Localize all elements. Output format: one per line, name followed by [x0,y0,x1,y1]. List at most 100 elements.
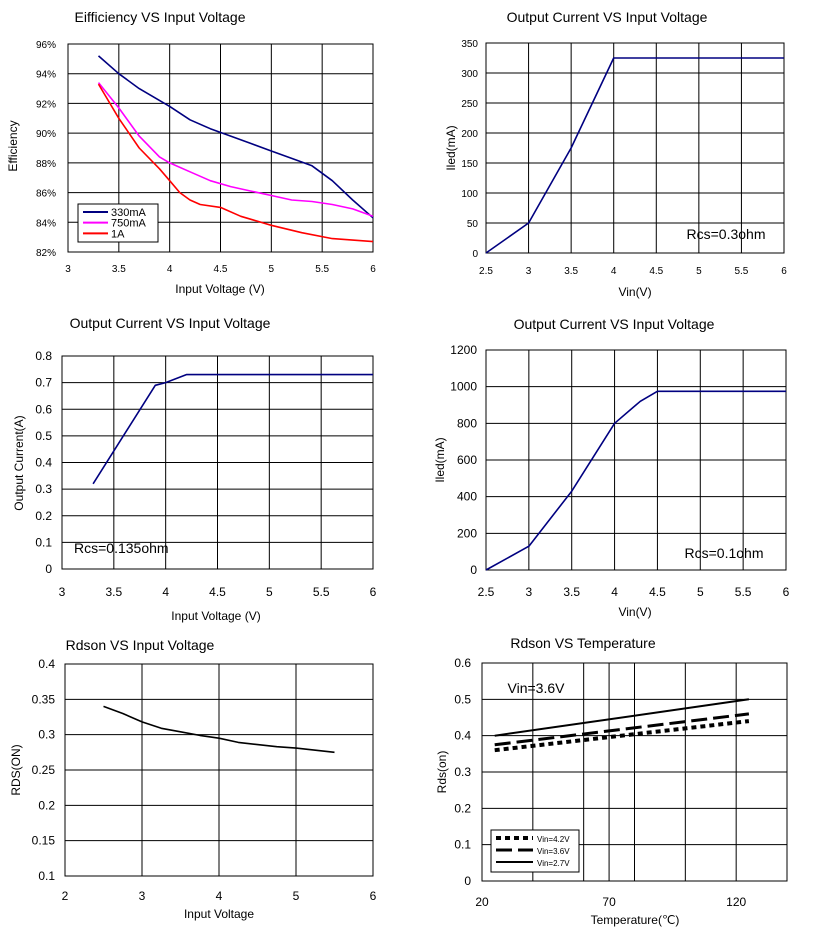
x-tick-label: 5 [696,266,702,277]
x-tick-label: 5.5 [315,264,329,275]
chart-5: Rdson VS Input Voltage 2 3 4 5 6 0.1 0.15 0.2 0.2… [9,637,377,921]
x-tick-label: 3 [526,585,533,599]
x-tick-label: 70 [602,895,616,909]
x-tick-label: 5.5 [735,585,752,599]
y-tick-label: 0 [470,563,477,577]
y-tick-label: 0.25 [32,763,56,777]
y-tick-label: 0.4 [38,657,55,671]
x-tick-label: 3.5 [105,585,122,599]
y-tick-label: 0.1 [454,838,471,852]
y-tick-label: 400 [457,490,477,504]
x-tick-label: 4.5 [649,266,663,277]
plot-area [485,42,785,254]
y-tick-label: 0.4 [35,456,52,470]
y-tick-label: 0 [45,562,52,576]
x-axis-label: Vin(V) [618,285,651,299]
x-tick-label: 5 [266,585,273,599]
chart-title: Output Current VS Input Voltage [70,315,271,331]
x-tick-label: 6 [781,266,787,277]
series-line [494,712,750,747]
legend-label: Vin=2.7V [537,859,570,868]
y-tick-label: 84% [36,218,56,229]
x-tick-label: 120 [726,895,746,909]
x-tick-label: 3 [59,585,66,599]
y-tick-label: 0.5 [454,692,471,706]
x-axis-label: Vin(V) [618,605,651,619]
y-tick-label: 0.1 [35,535,52,549]
y-tick-label: 94% [36,70,56,81]
chart-annotation: Rcs=0.3ohm [687,226,766,242]
y-tick-label: 1000 [450,380,477,394]
y-tick-label: 0.3 [454,765,471,779]
legend-label: 1A [111,228,125,240]
y-tick-label: 0.5 [35,429,52,443]
chart-title: Output Current VS Input Voltage [507,9,708,25]
x-tick-label: 4 [216,889,223,903]
y-tick-label: 150 [461,159,478,170]
y-tick-label: 0.3 [35,482,52,496]
legend-label: Vin=3.6V [537,847,570,856]
y-tick-label: 0.6 [454,656,471,670]
x-tick-label: 4.5 [214,264,228,275]
legend-label: 330mA [111,207,147,219]
y-tick-label: 0 [472,249,478,260]
x-tick-label: 3 [526,266,532,277]
y-tick-label: 250 [461,99,478,110]
y-axis-label: Efficiency [6,120,20,171]
y-axis-label: Rds(on) [435,751,449,794]
y-tick-label: 0.4 [454,729,471,743]
chart-annotation: Vin=3.6V [508,680,566,696]
y-tick-label: 82% [36,248,56,259]
series-line [97,55,374,219]
y-tick-label: 90% [36,129,56,140]
series-line [494,698,750,737]
y-tick-label: 200 [461,129,478,140]
chart-annotation: Rcs=0.135ohm [74,540,169,556]
x-tick-label: 6 [370,889,377,903]
y-tick-label: 86% [36,189,56,200]
y-axis-label: RDS(ON) [9,744,23,795]
x-tick-label: 3.5 [112,264,126,275]
x-tick-label: 2.5 [479,266,493,277]
x-axis-label: Input Voltage (V) [171,609,260,623]
x-tick-label: 5 [269,264,275,275]
y-axis-label: Iled(mA) [433,437,447,482]
series-line [485,390,786,571]
chart-3: Output Current VS Input Voltage 3 3.5 4 4.5 5… [12,315,377,623]
legend-label: Vin=4.2V [537,835,570,844]
legend: Vin=4.2V Vin=3.6V Vin=2.7V [490,829,580,873]
x-tick-label: 6 [783,585,790,599]
y-tick-label: 92% [36,99,56,110]
chart-title: Output Current VS Input Voltage [514,316,715,332]
chart-4: Output Current VS Input Voltage 2.5 3 3.5 4 4… [433,316,790,619]
y-tick-label: 1200 [450,343,477,357]
chart-1: Eifficiency VS Input Voltage 3 3.5 4 4.5 5 5.5… [6,9,376,296]
series-line [485,57,784,254]
x-tick-label: 4.5 [649,585,666,599]
x-tick-label: 3 [139,889,146,903]
chart-title: Rdson VS Temperature [510,635,655,651]
x-tick-label: 5.5 [313,585,330,599]
y-tick-label: 0 [464,874,471,888]
x-axis-label: Temperature(℃) [591,913,680,927]
series-line [97,82,374,218]
x-tick-label: 2.5 [478,585,495,599]
x-tick-label: 4 [167,264,173,275]
x-tick-label: 5 [697,585,704,599]
x-tick-label: 5 [293,889,300,903]
y-tick-label: 100 [461,189,478,200]
chart-6: Rdson VS Temperature 20 70 120 0 0.1 0.2 0.3 0.4… [435,635,788,927]
y-tick-label: 300 [461,69,478,80]
y-tick-label: 0.35 [32,692,56,706]
y-tick-label: 0.2 [38,798,55,812]
y-tick-label: 350 [461,39,478,50]
series-line [97,83,374,243]
x-tick-label: 4.5 [209,585,226,599]
y-tick-label: 96% [36,40,56,51]
y-tick-label: 0.7 [35,376,52,390]
x-axis-label: Input Voltage (V) [175,282,264,296]
y-tick-label: 800 [457,416,477,430]
series-line [103,705,335,754]
series-line [92,373,373,485]
